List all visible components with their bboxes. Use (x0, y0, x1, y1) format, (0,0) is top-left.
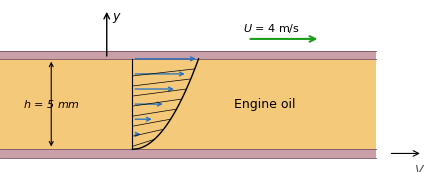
Text: $U$ = 4 m/s: $U$ = 4 m/s (243, 22, 299, 35)
Text: $h$ = 5 mm: $h$ = 5 mm (23, 98, 80, 110)
Text: $V$: $V$ (413, 164, 424, 172)
Bar (0, 149, 375, 158)
Bar (0, 59, 375, 149)
Text: Engine oil: Engine oil (233, 98, 295, 111)
Bar (0, 51, 375, 59)
Text: $y$: $y$ (112, 11, 121, 25)
